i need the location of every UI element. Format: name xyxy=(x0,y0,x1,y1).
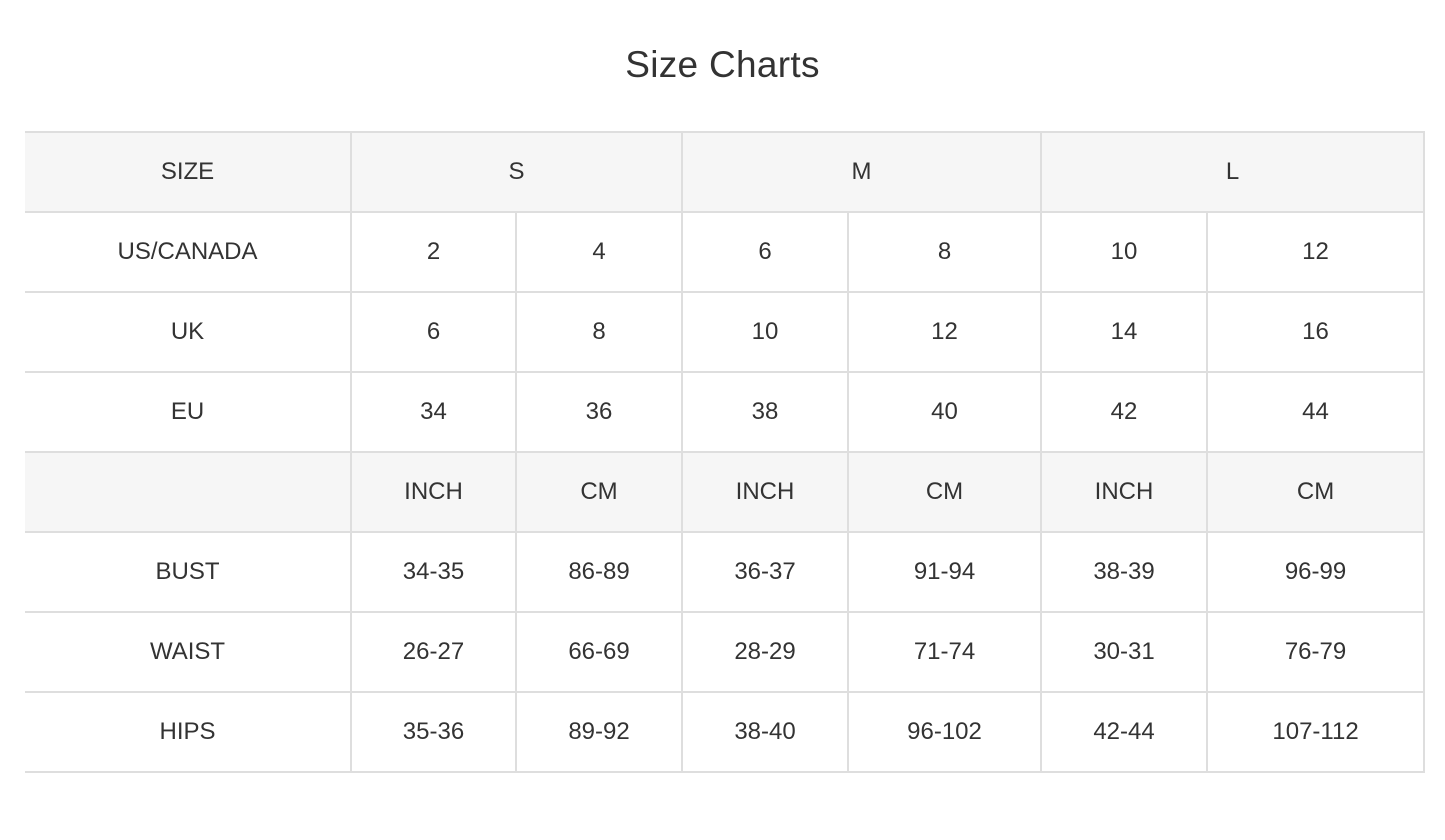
table-row: WAIST 26-27 66-69 28-29 71-74 30-31 76-79 xyxy=(25,611,1426,693)
unit-header-cell: CM xyxy=(514,451,684,533)
table-cell: 4 xyxy=(514,211,684,293)
header-row: SIZE S M L xyxy=(25,131,1426,213)
table-cell: 8 xyxy=(514,291,684,373)
table-cell: 91-94 xyxy=(847,531,1043,613)
table-cell: 10 xyxy=(681,291,850,373)
table-cell: 28-29 xyxy=(681,611,850,693)
table-cell: 66-69 xyxy=(514,611,684,693)
size-group-header: L xyxy=(1040,131,1426,213)
table-cell: 35-36 xyxy=(350,691,517,773)
table-cell: 96-102 xyxy=(847,691,1043,773)
header-label-cell: SIZE xyxy=(25,131,352,213)
table-cell: 10 xyxy=(1040,211,1209,293)
table-cell: 96-99 xyxy=(1206,531,1426,613)
table-cell: 86-89 xyxy=(514,531,684,613)
unit-header-cell: INCH xyxy=(681,451,850,533)
row-label: HIPS xyxy=(25,691,352,773)
size-group-header: M xyxy=(681,131,1043,213)
row-label: UK xyxy=(25,291,352,373)
table-cell: 38-39 xyxy=(1040,531,1209,613)
table-cell: 12 xyxy=(1206,211,1426,293)
table-cell: 34-35 xyxy=(350,531,517,613)
unit-header-cell: CM xyxy=(847,451,1043,533)
table-cell: 36 xyxy=(514,371,684,453)
table-cell: 6 xyxy=(350,291,517,373)
table-cell: 42 xyxy=(1040,371,1209,453)
row-label: BUST xyxy=(25,531,352,613)
row-label: WAIST xyxy=(25,611,352,693)
table-cell: 89-92 xyxy=(514,691,684,773)
table-row: UK 6 8 10 12 14 16 xyxy=(25,291,1426,373)
table-row: HIPS 35-36 89-92 38-40 96-102 42-44 107-112 xyxy=(25,691,1426,773)
unit-header-cell: INCH xyxy=(350,451,517,533)
size-chart-table: SIZE S M L US/CANADA 2 4 6 8 10 12 UK 6 8 10 12 14 16 EU 34… xyxy=(25,131,1426,773)
table-row: BUST 34-35 86-89 36-37 91-94 38-39 96-99 xyxy=(25,531,1426,613)
table-cell: 16 xyxy=(1206,291,1426,373)
table-row: EU 34 36 38 40 42 44 xyxy=(25,371,1426,453)
table-row: US/CANADA 2 4 6 8 10 12 xyxy=(25,211,1426,293)
unit-header-cell: INCH xyxy=(1040,451,1209,533)
table-cell: 2 xyxy=(350,211,517,293)
table-cell: 8 xyxy=(847,211,1043,293)
table-cell: 44 xyxy=(1206,371,1426,453)
table-cell: 36-37 xyxy=(681,531,850,613)
table-cell: 38-40 xyxy=(681,691,850,773)
table-cell: 12 xyxy=(847,291,1043,373)
row-label: EU xyxy=(25,371,352,453)
table-cell: 42-44 xyxy=(1040,691,1209,773)
row-label xyxy=(25,451,352,533)
table-cell: 30-31 xyxy=(1040,611,1209,693)
table-cell: 26-27 xyxy=(350,611,517,693)
table-cell: 40 xyxy=(847,371,1043,453)
unit-header-cell: CM xyxy=(1206,451,1426,533)
table-cell: 107-112 xyxy=(1206,691,1426,773)
table-cell: 38 xyxy=(681,371,850,453)
unit-row: INCH CM INCH CM INCH CM xyxy=(25,451,1426,533)
size-group-header: S xyxy=(349,131,684,213)
table-cell: 76-79 xyxy=(1206,611,1426,693)
row-label: US/CANADA xyxy=(25,211,352,293)
table-cell: 14 xyxy=(1040,291,1209,373)
page-title: Size Charts xyxy=(625,44,820,85)
table-cell: 71-74 xyxy=(847,611,1043,693)
table-cell: 34 xyxy=(350,371,517,453)
table-cell: 6 xyxy=(681,211,850,293)
